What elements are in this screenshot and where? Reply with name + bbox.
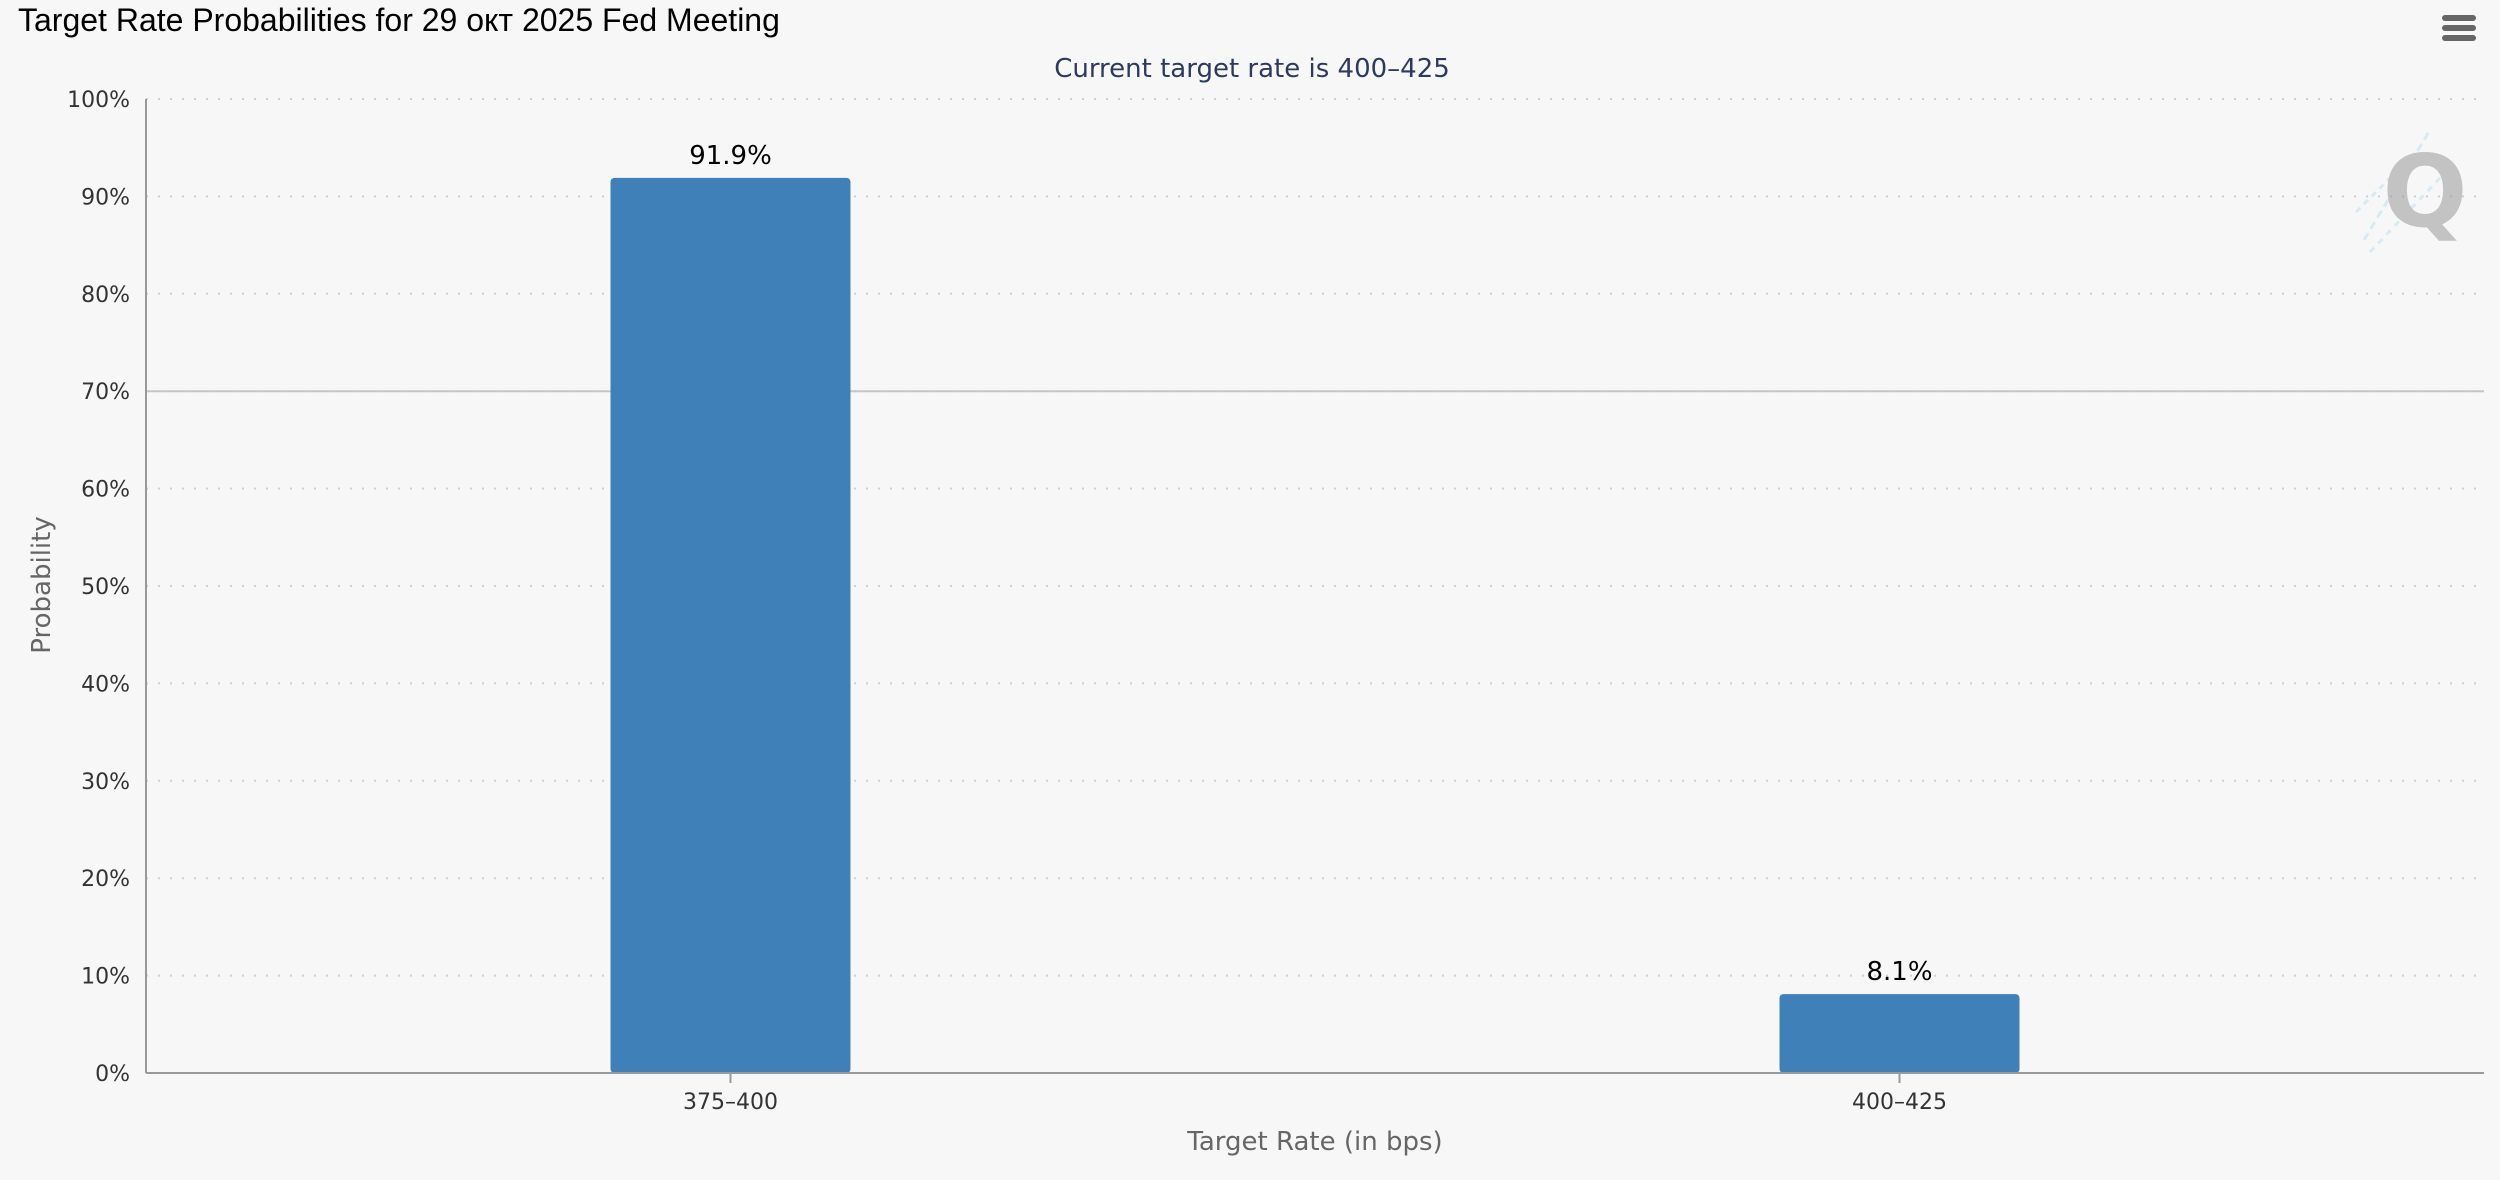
y-tick-label: 60% bbox=[81, 478, 130, 503]
y-tick-label: 80% bbox=[81, 283, 130, 308]
bar-375–400[interactable] bbox=[610, 177, 851, 1074]
bar-400–425[interactable] bbox=[1779, 994, 2020, 1073]
x-tick-label: 400–425 bbox=[1852, 1090, 1947, 1115]
data-label: 91.9% bbox=[689, 141, 772, 171]
data-label: 8.1% bbox=[1866, 957, 1932, 987]
chart-subtitle: Current target rate is 400–425 bbox=[1054, 54, 1450, 84]
watermark-letter: Q bbox=[2382, 133, 2467, 250]
y-tick-label: 10% bbox=[81, 965, 130, 990]
axes bbox=[145, 99, 2484, 1074]
y-axis-ticks: 0% 10% 20% 30% 40% 50% 60% 70% 80% 90% 100% bbox=[67, 88, 130, 1087]
y-tick-label: 30% bbox=[81, 770, 130, 795]
y-tick-label: 90% bbox=[81, 185, 130, 210]
x-axis-ticks: 375–400 400–425 bbox=[683, 1073, 1947, 1115]
data-labels: 91.9% 8.1% bbox=[689, 141, 1932, 987]
gridlines bbox=[146, 98, 2484, 977]
y-tick-label: 40% bbox=[81, 672, 130, 697]
hamburger-menu-icon-bar bbox=[2442, 35, 2476, 41]
hamburger-menu-icon-bar bbox=[2442, 25, 2476, 31]
hamburger-menu-icon bbox=[2442, 15, 2476, 21]
y-tick-label: 70% bbox=[81, 380, 130, 405]
x-tick-label: 375–400 bbox=[683, 1090, 778, 1115]
y-tick-label: 50% bbox=[81, 575, 130, 600]
watermark-logo: Q bbox=[2354, 129, 2468, 254]
y-tick-label: 0% bbox=[95, 1062, 130, 1087]
bars bbox=[610, 177, 2020, 1074]
y-tick-label: 20% bbox=[81, 867, 130, 892]
page-title: Target Rate Probabilities for 29 окт 202… bbox=[18, 2, 780, 38]
y-tick-label: 100% bbox=[67, 88, 130, 113]
x-axis-title: Target Rate (in bps) bbox=[1186, 1127, 1442, 1157]
y-axis-title: Probability bbox=[27, 516, 57, 653]
chart-menu-button[interactable] bbox=[2432, 6, 2484, 52]
